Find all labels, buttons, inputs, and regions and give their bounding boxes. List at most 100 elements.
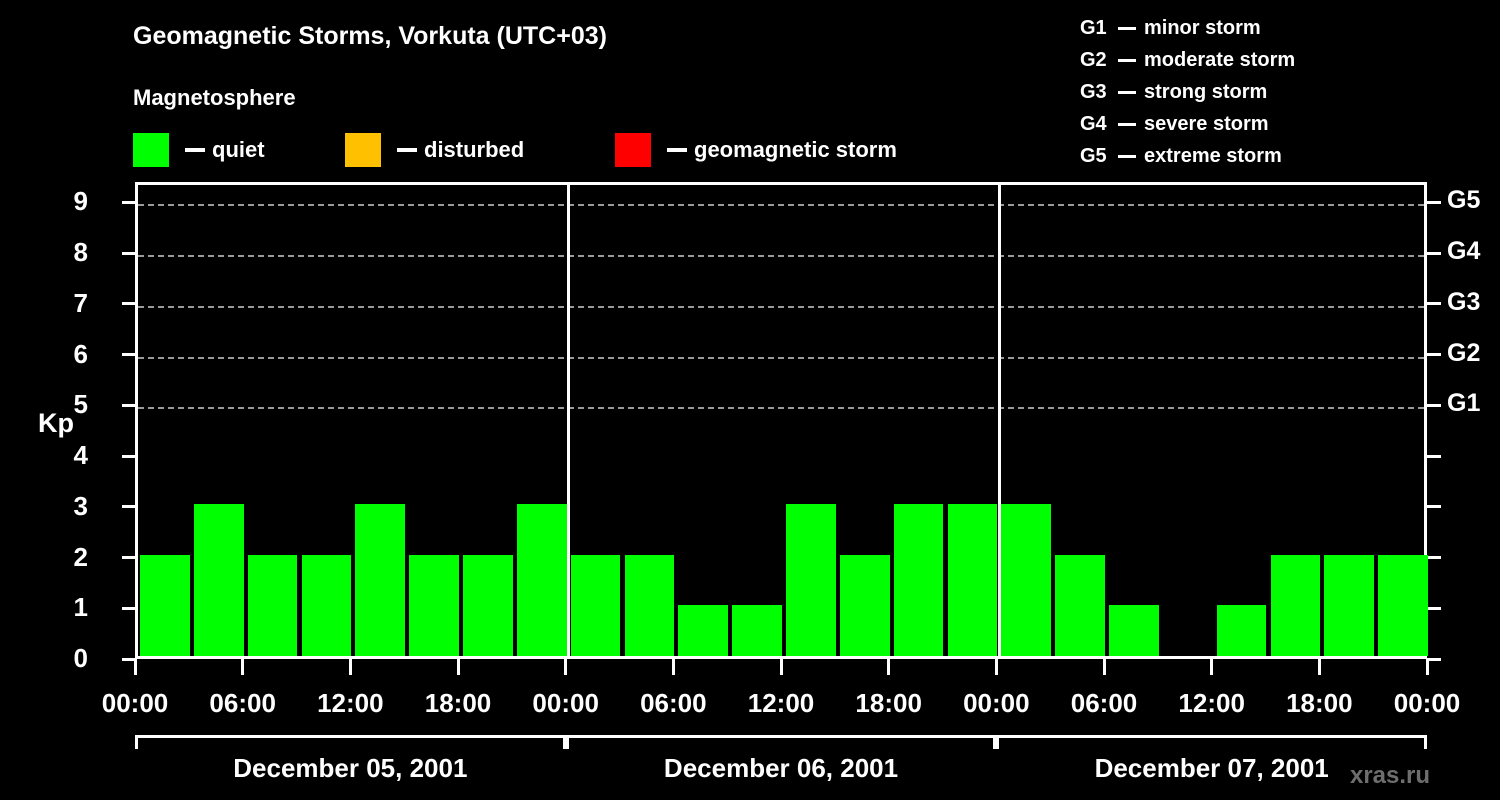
kp-bar xyxy=(355,503,406,656)
storm-swatch xyxy=(615,133,651,167)
y-tick-label: 8 xyxy=(73,237,88,268)
legend-label-disturbed: disturbed xyxy=(424,137,525,162)
y-tick-label: 6 xyxy=(73,338,88,369)
gridline xyxy=(138,204,1424,207)
y-tick-mark xyxy=(122,403,135,407)
x-tick-mark xyxy=(564,659,568,675)
gscale-row: G4 severe storm xyxy=(1080,108,1480,140)
magnetosphere-label: Magnetosphere xyxy=(133,85,296,110)
color-legend: quiet disturbed geomagnetic storm xyxy=(133,131,897,169)
x-tick-label: 00:00 xyxy=(101,688,169,718)
gscale-row: G1 minor storm xyxy=(1080,12,1480,44)
kp-bar xyxy=(947,503,998,656)
x-tick-mark xyxy=(994,659,998,675)
kp-bar xyxy=(732,605,782,656)
gridline xyxy=(138,407,1424,410)
y-tick-label: 7 xyxy=(73,287,88,318)
kp-bar xyxy=(140,554,190,656)
legend-item-disturbed: disturbed xyxy=(345,131,615,169)
y-tick-label: 0 xyxy=(73,643,88,673)
legend-label-storm: geomagnetic storm xyxy=(694,137,897,162)
date-bracket xyxy=(996,735,1427,749)
g-tick-label: G2 xyxy=(1447,338,1481,367)
x-tick-label: 06:00 xyxy=(209,688,276,718)
x-tick-mark xyxy=(1425,659,1429,675)
x-tick-label: 00:00 xyxy=(963,688,1030,718)
g-tick-mark xyxy=(1427,403,1441,407)
y-tick-label: 3 xyxy=(73,490,88,521)
kp-bar xyxy=(1324,554,1375,656)
gscale-legend: G1 minor storm G2 moderate storm G3 stro… xyxy=(1080,12,1480,172)
x-tick-label: 00:00 xyxy=(1393,688,1461,718)
x-tick-mark xyxy=(779,659,783,675)
g-minor-tick-mark xyxy=(1427,657,1441,661)
g-tick-mark xyxy=(1427,302,1441,306)
x-tick-mark xyxy=(1210,659,1214,675)
page-title: Geomagnetic Storms, Vorkuta (UTC+03) xyxy=(133,22,607,50)
x-tick-label: 18:00 xyxy=(855,688,922,718)
bars-layer xyxy=(138,185,1428,656)
gscale-code: G3 xyxy=(1080,80,1107,103)
day-separator xyxy=(997,185,1001,656)
legend-dash-icon xyxy=(1118,90,1136,94)
gscale-label: moderate storm xyxy=(1144,48,1296,71)
x-tick-mark xyxy=(241,659,245,675)
kp-bar xyxy=(1270,554,1321,656)
kp-bar xyxy=(516,503,567,656)
gscale-code: G4 xyxy=(1080,112,1107,135)
gscale-row: G3 strong storm xyxy=(1080,76,1480,108)
legend-dash-icon xyxy=(1118,122,1136,126)
legend-dash-icon xyxy=(667,148,687,152)
y-tick-label: 9 xyxy=(73,186,88,217)
y-tick-label: 5 xyxy=(73,389,88,420)
date-bracket xyxy=(565,735,997,749)
x-tick-label: 12:00 xyxy=(1178,688,1245,718)
kp-bar xyxy=(786,503,836,656)
kp-bar xyxy=(193,503,244,656)
y-tick-mark xyxy=(122,657,135,661)
g-minor-tick-mark xyxy=(1427,606,1441,610)
kp-bar xyxy=(409,554,459,656)
kp-bar xyxy=(839,554,890,656)
x-tick-mark xyxy=(456,659,460,675)
x-tick-label: 06:00 xyxy=(640,688,707,718)
g-tick-label: G5 xyxy=(1447,186,1481,215)
kp-bar xyxy=(624,554,675,656)
y-tick-label: 2 xyxy=(73,541,88,572)
x-tick-mark xyxy=(1317,659,1321,675)
date-label: December 07, 2001 xyxy=(1094,753,1329,783)
gscale-label: extreme storm xyxy=(1144,144,1282,167)
kp-bar xyxy=(570,554,621,656)
y-tick-label: 1 xyxy=(73,592,88,623)
y-tick-label: 4 xyxy=(73,440,88,471)
x-tick-label: 00:00 xyxy=(532,688,599,718)
kp-bar xyxy=(1378,554,1428,656)
plot-area xyxy=(135,182,1428,659)
y-tick-mark xyxy=(122,251,135,255)
gscale-label: strong storm xyxy=(1144,80,1268,103)
legend-dash-icon xyxy=(1118,154,1136,158)
kp-bar xyxy=(678,605,729,656)
quiet-swatch xyxy=(133,133,169,167)
plot-inner xyxy=(138,185,1428,656)
y-tick-mark xyxy=(122,454,135,458)
g-tick-mark xyxy=(1427,353,1441,357)
x-tick-label: 18:00 xyxy=(424,688,492,718)
gscale-code: G2 xyxy=(1080,48,1107,71)
kp-bar xyxy=(301,554,352,656)
kp-bar xyxy=(463,554,513,656)
legend-dash-icon xyxy=(397,148,417,152)
g-minor-tick-mark xyxy=(1427,556,1441,559)
legend-dash-icon xyxy=(1118,58,1136,62)
gscale-label: severe storm xyxy=(1144,112,1269,135)
legend-item-storm: geomagnetic storm xyxy=(615,131,897,169)
x-tick-mark xyxy=(671,659,675,675)
x-tick-label: 18:00 xyxy=(1286,688,1353,718)
gscale-row: G5 extreme storm xyxy=(1080,140,1480,172)
y-tick-mark xyxy=(122,200,135,204)
date-bracket xyxy=(135,735,566,749)
x-tick-label: 12:00 xyxy=(317,688,384,718)
y-tick-mark xyxy=(122,353,135,357)
kp-bar xyxy=(1055,554,1105,656)
